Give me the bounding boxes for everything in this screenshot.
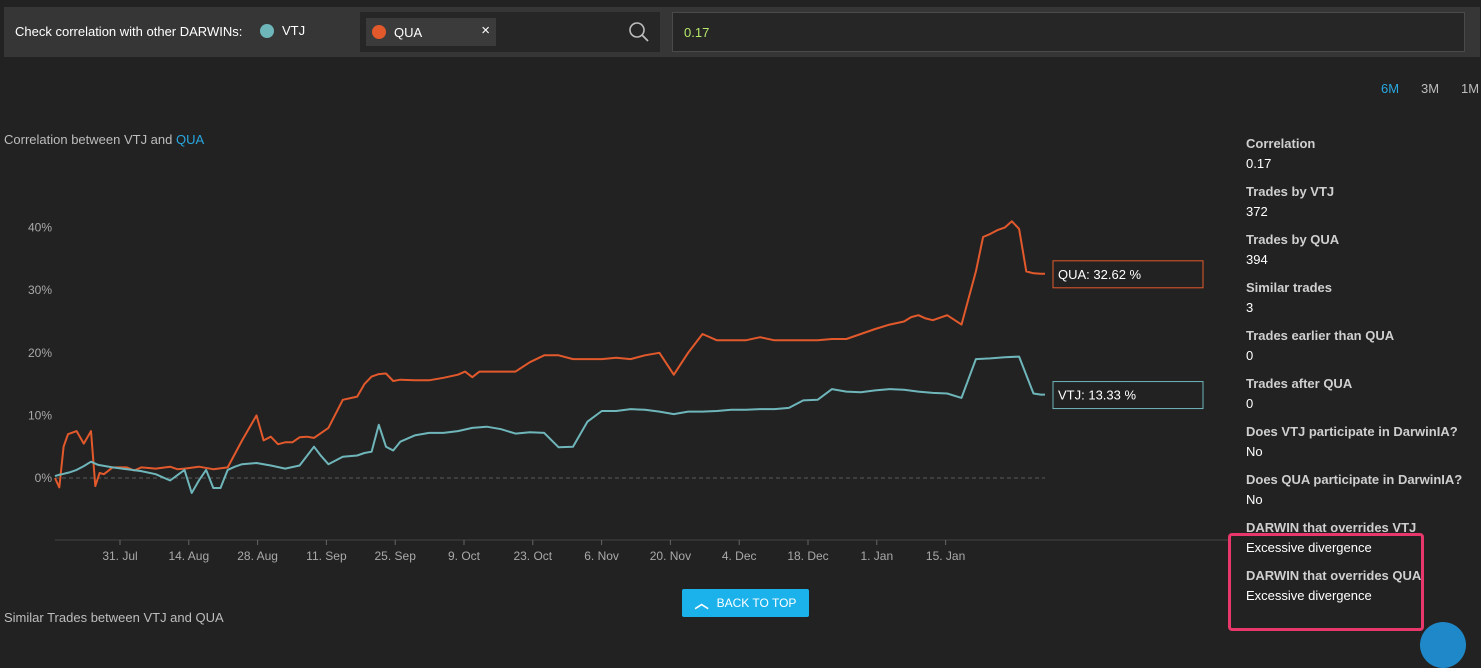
highlight-box <box>1228 533 1424 631</box>
y-tick-label: 40% <box>28 221 52 235</box>
stats-panel: Correlation 0.17 Trades by VTJ 372 Trades by… <box>1246 135 1476 615</box>
stat-value: No <box>1246 492 1263 507</box>
primary-darwin-tag: VTJ <box>260 23 305 38</box>
x-tick-label: 4. Dec <box>722 549 757 563</box>
x-tick-label: 11. Sep <box>306 549 347 563</box>
x-tick-label: 25. Sep <box>375 549 417 563</box>
stat-value: 372 <box>1246 204 1268 219</box>
range-6m[interactable]: 6M <box>1380 81 1400 96</box>
stat-label: DARWIN that overrides QUA <box>1246 568 1422 583</box>
correlation-value: 0.17 <box>684 25 710 40</box>
search-icon[interactable] <box>628 21 650 43</box>
stat-item: DARWIN that overrides VTJ Excessive diver… <box>1246 519 1476 555</box>
range-1m[interactable]: 1M <box>1460 81 1480 96</box>
close-icon[interactable]: × <box>481 22 490 39</box>
y-tick-label: 30% <box>28 283 52 297</box>
x-tick-label: 6. Nov <box>584 549 619 563</box>
darwin-search-box[interactable]: QUA × <box>360 12 660 52</box>
stat-label: Trades by QUA <box>1246 232 1340 247</box>
stat-label: DARWIN that overrides VTJ <box>1246 520 1417 535</box>
tooltip-box-qua <box>1052 260 1204 289</box>
compare-darwin-name: QUA <box>394 24 423 40</box>
stat-item: Trades earlier than QUA 0 <box>1246 327 1476 363</box>
stat-value: 394 <box>1246 252 1268 267</box>
stat-item: Trades after QUA 0 <box>1246 375 1476 411</box>
series-line-vtj[interactable] <box>54 355 1045 494</box>
stat-value: Excessive divergence <box>1246 540 1372 555</box>
x-tick-label: 20. Nov <box>650 549 691 563</box>
chat-button[interactable] <box>1420 622 1466 668</box>
correlation-value-field: 0.17 <box>672 12 1465 52</box>
y-tick-label: 20% <box>28 346 52 360</box>
stat-item: Trades by QUA 394 <box>1246 231 1476 267</box>
tooltip-label-vtj: VTJ: 13.33 % <box>1058 388 1136 403</box>
stat-item: Similar trades 3 <box>1246 279 1476 315</box>
x-tick-label: 23. Oct <box>513 549 552 563</box>
x-tick-label: 14. Aug <box>168 549 209 563</box>
range-selector: 6M 3M 1M <box>1370 81 1481 96</box>
correlation-chart: 40% 30% 20% 10% 0% 31. Jul 14. Aug 28. Aug 11. S… <box>28 220 1230 563</box>
chart-title: Correlation between VTJ and QUA <box>4 132 204 147</box>
compare-color-dot <box>372 25 386 39</box>
stat-label: Trades earlier than QUA <box>1246 328 1395 343</box>
stat-value: Excessive divergence <box>1246 588 1372 603</box>
stat-item: Does QUA participate in DarwinIA? No <box>1246 471 1476 507</box>
stat-item: Trades by VTJ 372 <box>1246 183 1476 219</box>
tooltip-box-vtj <box>1052 381 1204 410</box>
selected-darwin-chip: QUA × <box>366 18 496 46</box>
x-tick-label: 9. Oct <box>448 549 481 563</box>
chevron-up-icon: ︿ <box>694 595 709 611</box>
stat-value: 0 <box>1246 396 1254 411</box>
correlation-label: Check correlation with other DARWINs: <box>15 24 243 39</box>
tooltip-label-qua: QUA: 32.62 % <box>1058 267 1142 282</box>
x-tick-label: 18. Dec <box>787 549 828 563</box>
series-line-qua[interactable] <box>54 220 1045 489</box>
x-tick-label: 15. Jan <box>926 549 965 563</box>
stat-item: Correlation 0.17 <box>1246 135 1476 171</box>
stat-item: Does VTJ participate in DarwinIA? No <box>1246 423 1476 459</box>
stat-label: Correlation <box>1246 136 1316 151</box>
back-to-top-button[interactable]: ︿ BACK TO TOP <box>682 589 809 617</box>
stat-label: Does VTJ participate in DarwinIA? <box>1246 424 1458 439</box>
similar-trades-title: Similar Trades between VTJ and QUA <box>4 610 224 625</box>
stat-item: DARWIN that overrides QUA Excessive diver… <box>1246 567 1476 603</box>
correlation-toolbar: Check correlation with other DARWINs: VT… <box>4 7 1480 57</box>
primary-color-dot <box>260 23 274 38</box>
y-tick-label: 0% <box>35 471 53 485</box>
y-tick-label: 10% <box>28 408 52 422</box>
stat-value: 0 <box>1246 348 1254 363</box>
x-tick-label: 28. Aug <box>237 549 278 563</box>
stat-value: No <box>1246 444 1263 459</box>
stat-label: Trades after QUA <box>1246 376 1353 391</box>
range-3m[interactable]: 3M <box>1420 81 1440 96</box>
chart-title-highlight[interactable]: QUA <box>176 132 205 147</box>
stat-value: 3 <box>1246 300 1254 315</box>
back-to-top-label: BACK TO TOP <box>716 596 797 610</box>
stat-label: Similar trades <box>1246 280 1332 295</box>
stat-label: Does QUA participate in DarwinIA? <box>1246 472 1463 487</box>
stat-label: Trades by VTJ <box>1246 184 1335 199</box>
chart-title-prefix: Correlation between VTJ and <box>4 132 173 147</box>
x-tick-label: 1. Jan <box>860 549 893 563</box>
stat-value: 0.17 <box>1246 156 1272 171</box>
primary-darwin-name: VTJ <box>282 23 306 38</box>
x-tick-label: 31. Jul <box>102 549 137 563</box>
